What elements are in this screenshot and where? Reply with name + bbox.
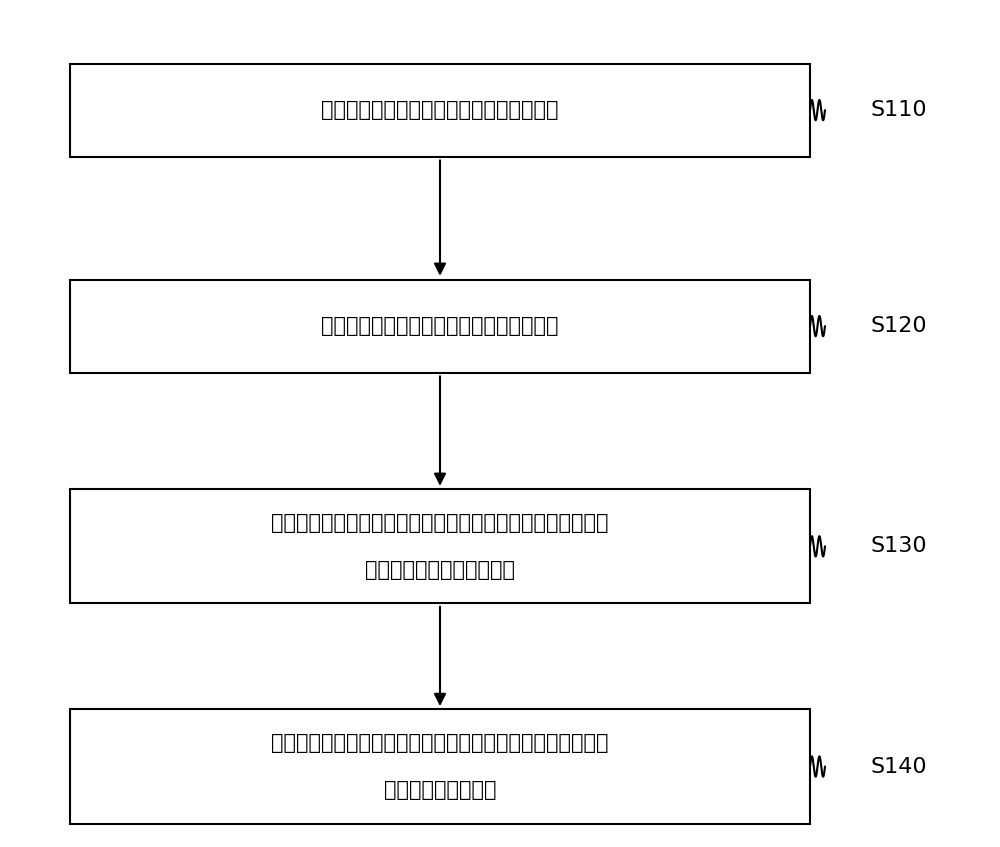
Text: S130: S130 <box>870 536 927 556</box>
FancyBboxPatch shape <box>70 280 810 373</box>
FancyBboxPatch shape <box>70 490 810 603</box>
FancyBboxPatch shape <box>70 710 810 823</box>
Text: S140: S140 <box>870 756 927 777</box>
Text: 依据预设带引线标注类型及各个图元信息，生成与每个待标注: 依据预设带引线标注类型及各个图元信息，生成与每个待标注 <box>271 512 609 533</box>
FancyBboxPatch shape <box>70 64 810 157</box>
Text: S110: S110 <box>870 100 927 120</box>
Text: 图元分别对应的带引线标注: 图元分别对应的带引线标注 <box>365 560 515 580</box>
Text: 从待标注的施工图中确定出各个待标注图元: 从待标注的施工图中确定出各个待标注图元 <box>321 100 559 120</box>
Text: 将各个带引线标注按照预设规则显示在施工图中，以对相应的: 将各个带引线标注按照预设规则显示在施工图中，以对相应的 <box>271 733 609 753</box>
Text: 获取与每个待标注图元分别对应的图元信息: 获取与每个待标注图元分别对应的图元信息 <box>321 316 559 336</box>
Text: S120: S120 <box>870 316 927 336</box>
Text: 待标注图元进行标注: 待标注图元进行标注 <box>384 780 496 800</box>
